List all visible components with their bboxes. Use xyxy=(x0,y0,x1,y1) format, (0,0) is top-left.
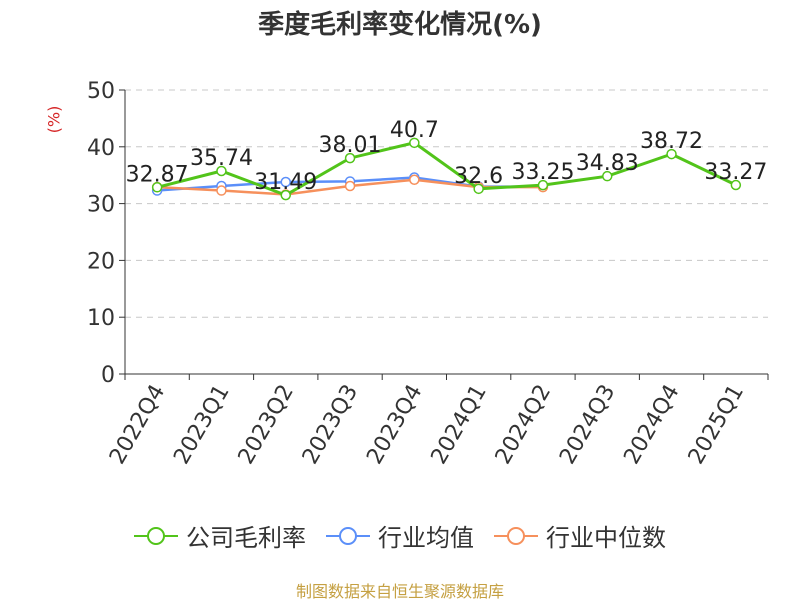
data-label: 38.72 xyxy=(640,129,703,154)
data-source-note: 制图数据来自恒生聚源数据库 xyxy=(295,582,504,601)
data-point xyxy=(344,180,356,192)
line-chart: 0 10 20 30 40 50 2022Q42023Q12023Q22023Q32023Q… xyxy=(87,79,769,469)
data-label: 33.27 xyxy=(704,160,767,185)
data-label: 32.6 xyxy=(454,164,503,189)
data-point xyxy=(216,185,227,196)
x-tick-label: 2023Q1 xyxy=(169,381,234,469)
data-label: 34.83 xyxy=(576,151,639,176)
x-tick-label: 2022Q4 xyxy=(105,381,170,469)
legend-line-marker-icon xyxy=(326,526,370,545)
data-point xyxy=(280,176,291,188)
x-tick-label: 2023Q2 xyxy=(234,381,299,469)
data-point xyxy=(537,179,549,191)
data-label: 33.25 xyxy=(511,160,574,185)
legend-label: 公司毛利率 xyxy=(186,524,306,552)
grid-lines xyxy=(125,89,768,318)
y-tick-label: 10 xyxy=(87,306,115,331)
data-point xyxy=(344,152,356,164)
legend-line-marker-icon xyxy=(134,526,178,545)
legend-item-industry-mean[interactable]: 行业均值 xyxy=(326,518,474,553)
data-point xyxy=(409,137,420,149)
legend-label: 行业均值 xyxy=(378,524,474,552)
x-tick-label: 2025Q1 xyxy=(684,381,749,469)
legend-label: 行业中位数 xyxy=(546,524,666,552)
data-label: 31.49 xyxy=(254,170,317,195)
chart-title: 季度毛利率变化情况(%) xyxy=(258,10,542,40)
data-point xyxy=(602,170,613,182)
data-point xyxy=(151,182,163,193)
data-label: 35.74 xyxy=(190,146,253,171)
data-point xyxy=(666,148,677,160)
y-tick-label: 40 xyxy=(87,136,115,161)
data-point xyxy=(280,189,291,201)
x-tick-label: 2024Q3 xyxy=(555,381,620,469)
legend-item-company[interactable]: 公司毛利率 xyxy=(134,518,306,553)
legend-line-marker-icon xyxy=(494,526,538,545)
data-label: 40.7 xyxy=(390,118,439,143)
data-point xyxy=(473,183,484,195)
y-tick-label: 0 xyxy=(101,363,115,388)
data-label: 32.87 xyxy=(126,162,189,187)
y-tick-label: 20 xyxy=(87,249,115,274)
data-point xyxy=(216,165,227,177)
legend: 公司毛利率 行业均值 行业中位数 xyxy=(0,518,800,553)
x-tick-label: 2024Q4 xyxy=(619,381,684,469)
x-tick-label: 2024Q2 xyxy=(491,381,556,469)
data-label: 38.01 xyxy=(319,133,382,158)
series-line-0 xyxy=(156,141,737,197)
data-point xyxy=(409,174,420,185)
y-tick-label: 50 xyxy=(87,79,115,104)
legend-item-industry-median[interactable]: 行业中位数 xyxy=(494,518,666,553)
series-lines xyxy=(151,137,742,201)
x-tick-label: 2024Q1 xyxy=(427,381,492,469)
data-point xyxy=(730,179,742,191)
x-tick-label: 2023Q4 xyxy=(362,381,427,469)
y-tick-label: 30 xyxy=(87,193,115,218)
x-tick-label: 2023Q3 xyxy=(298,381,363,469)
